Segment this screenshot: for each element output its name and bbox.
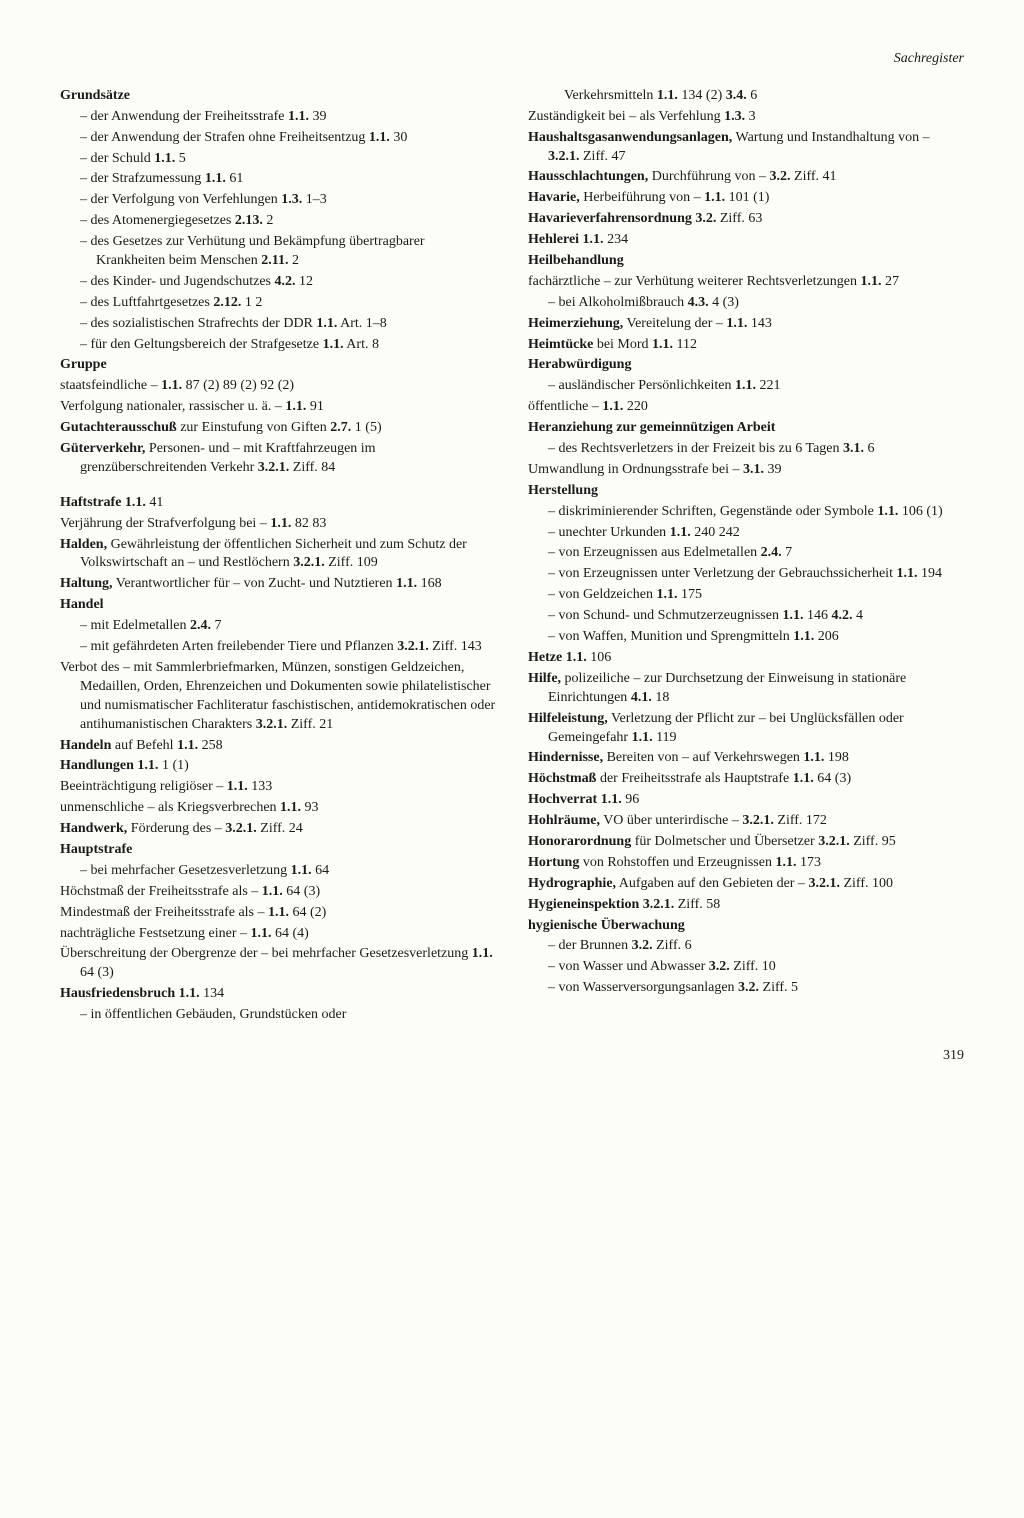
spacer <box>60 480 496 494</box>
index-entry: Verjährung der Strafverfolgung bei – 1.1… <box>60 515 496 534</box>
index-entry: Heimtücke bei Mord 1.1. 112 <box>528 336 964 355</box>
left-column: Grundsätze der Anwendung der Freiheitsstr… <box>60 87 496 1027</box>
index-subentry: der Brunnen 3.2. Ziff. 6 <box>528 937 964 956</box>
index-subentry: von Wasserversorgungsanlagen 3.2. Ziff. … <box>528 979 964 998</box>
index-entry: Hochverrat 1.1. 96 <box>528 791 964 810</box>
index-entry: Güterverkehr, Personen- und – mit Kraftf… <box>60 440 496 478</box>
index-heading: hygienische Überwachung <box>528 917 964 936</box>
index-entry: Umwandlung in Ordnungsstrafe bei – 3.1. … <box>528 461 964 480</box>
right-column: Verkehrsmitteln 1.1. 134 (2) 3.4. 6 Zustä… <box>528 87 964 1027</box>
index-entry: Handlungen 1.1. 1 (1) <box>60 757 496 776</box>
index-entry: Halden, Gewährleistung der öffentlichen … <box>60 536 496 574</box>
index-entry: Heimerziehung, Vereitelung der – 1.1. 14… <box>528 315 964 334</box>
index-entry: Hortung von Rohstoffen und Erzeugnissen … <box>528 854 964 873</box>
index-subentry: des sozialistischen Strafrechts der DDR … <box>60 315 496 334</box>
index-subentry: von Erzeugnissen aus Edelmetallen 2.4. 7 <box>528 544 964 563</box>
index-subentry: der Strafzumessung 1.1. 61 <box>60 170 496 189</box>
index-subentry: ausländischer Persönlichkeiten 1.1. 221 <box>528 377 964 396</box>
index-entry: öffentliche – 1.1. 220 <box>528 398 964 417</box>
index-subentry: bei mehrfacher Gesetzesverletzung 1.1. 6… <box>60 862 496 881</box>
index-heading: Gruppe <box>60 356 496 375</box>
index-entry: Überschreitung der Obergrenze der – bei … <box>60 945 496 983</box>
index-entry: Hygieneinspektion 3.2.1. Ziff. 58 <box>528 896 964 915</box>
index-subentry: unechter Urkunden 1.1. 240 242 <box>528 524 964 543</box>
index-entry: Beeinträchtigung religiöser – 1.1. 133 <box>60 778 496 797</box>
index-subentry: von Erzeugnissen unter Verletzung der Ge… <box>528 565 964 584</box>
index-entry: Handwerk, Förderung des – 3.2.1. Ziff. 2… <box>60 820 496 839</box>
index-entry: Höchstmaß der Freiheitsstrafe als – 1.1.… <box>60 883 496 902</box>
index-entry: Haltung, Verantwortlicher für – von Zuch… <box>60 575 496 594</box>
index-subentry: von Wasser und Abwasser 3.2. Ziff. 10 <box>528 958 964 977</box>
index-entry: Hausfriedensbruch 1.1. 134 <box>60 985 496 1004</box>
index-entry: Verfolgung nationaler, rassischer u. ä. … <box>60 398 496 417</box>
index-subentry: des Gesetzes zur Verhütung und Bekämpfun… <box>60 233 496 271</box>
index-subentry: des Rechtsverletzers in der Freizeit bis… <box>528 440 964 459</box>
index-entry: Hindernisse, Bereiten von – auf Verkehrs… <box>528 749 964 768</box>
index-subentry: mit gefährdeten Arten freilebender Tiere… <box>60 638 496 657</box>
index-heading: Heilbehandlung <box>528 252 964 271</box>
index-subentry: diskriminierender Schriften, Gegenstände… <box>528 503 964 522</box>
index-entry: Hydrographie, Aufgaben auf den Gebieten … <box>528 875 964 894</box>
index-heading: Hauptstrafe <box>60 841 496 860</box>
index-entry: Verbot des – mit Sammlerbriefmarken, Mün… <box>60 659 496 735</box>
index-subentry: von Geldzeichen 1.1. 175 <box>528 586 964 605</box>
index-subentry: bei Alkoholmißbrauch 4.3. 4 (3) <box>528 294 964 313</box>
index-entry: Hehlerei 1.1. 234 <box>528 231 964 250</box>
index-heading: Grundsätze <box>60 87 496 106</box>
index-subentry: von Schund- und Schmutzerzeugnissen 1.1.… <box>528 607 964 626</box>
index-entry: fachärztliche – zur Verhütung weiterer R… <box>528 273 964 292</box>
index-subentry: für den Geltungsbereich der Strafgesetze… <box>60 336 496 355</box>
index-entry: Höchstmaß der Freiheitsstrafe als Haupts… <box>528 770 964 789</box>
index-heading: Heranziehung zur gemeinnützigen Arbeit <box>528 419 964 438</box>
index-entry: Zuständigkeit bei – als Verfehlung 1.3. … <box>528 108 964 127</box>
index-subentry: der Anwendung der Strafen ohne Freiheits… <box>60 129 496 148</box>
index-entry: Honorarordnung für Dolmetscher und Übers… <box>528 833 964 852</box>
index-entry: nachträgliche Festsetzung einer – 1.1. 6… <box>60 925 496 944</box>
index-entry: Havarie, Herbeiführung von – 1.1. 101 (1… <box>528 189 964 208</box>
index-entry: Haftstrafe 1.1. 41 <box>60 494 496 513</box>
index-heading: Herabwürdigung <box>528 356 964 375</box>
index-entry: Hohlräume, VO über unterirdische – 3.2.1… <box>528 812 964 831</box>
index-entry: Hetze 1.1. 106 <box>528 649 964 668</box>
index-subentry: mit Edelmetallen 2.4. 7 <box>60 617 496 636</box>
index-subentry: der Verfolgung von Verfehlungen 1.3. 1–3 <box>60 191 496 210</box>
index-heading: Herstellung <box>528 482 964 501</box>
index-entry: staatsfeindliche – 1.1. 87 (2) 89 (2) 92… <box>60 377 496 396</box>
index-subentry: des Atomenergiegesetzes 2.13. 2 <box>60 212 496 231</box>
index-subentry: des Kinder- und Jugendschutzes 4.2. 12 <box>60 273 496 292</box>
index-subentry: des Luftfahrtgesetzes 2.12. 1 2 <box>60 294 496 313</box>
running-header: Sachregister <box>60 50 964 69</box>
index-entry: Handeln auf Befehl 1.1. 258 <box>60 737 496 756</box>
index-entry: Hausschlachtungen, Durchführung von – 3.… <box>528 168 964 187</box>
index-entry: unmenschliche – als Kriegsverbrechen 1.1… <box>60 799 496 818</box>
page-number: 319 <box>60 1047 964 1066</box>
index-heading: Handel <box>60 596 496 615</box>
index-entry: Haushaltsgasanwendungsanlagen, Wartung u… <box>528 129 964 167</box>
index-subentry: der Schuld 1.1. 5 <box>60 150 496 169</box>
index-entry: Gutachterausschuß zur Einstufung von Gif… <box>60 419 496 438</box>
index-entry: Mindestmaß der Freiheitsstrafe als – 1.1… <box>60 904 496 923</box>
index-entry: Verkehrsmitteln 1.1. 134 (2) 3.4. 6 <box>528 87 964 106</box>
index-entry: Havarieverfahrensordnung 3.2. Ziff. 63 <box>528 210 964 229</box>
index-subentry: von Waffen, Munition und Sprengmitteln 1… <box>528 628 964 647</box>
index-entry: Hilfeleistung, Verletzung der Pflicht zu… <box>528 710 964 748</box>
index-columns: Grundsätze der Anwendung der Freiheitsstr… <box>60 87 964 1027</box>
index-entry: Hilfe, polizeiliche – zur Durchsetzung d… <box>528 670 964 708</box>
index-subentry: der Anwendung der Freiheitsstrafe 1.1. 3… <box>60 108 496 127</box>
index-subentry: in öffentlichen Gebäuden, Grundstücken o… <box>60 1006 496 1025</box>
